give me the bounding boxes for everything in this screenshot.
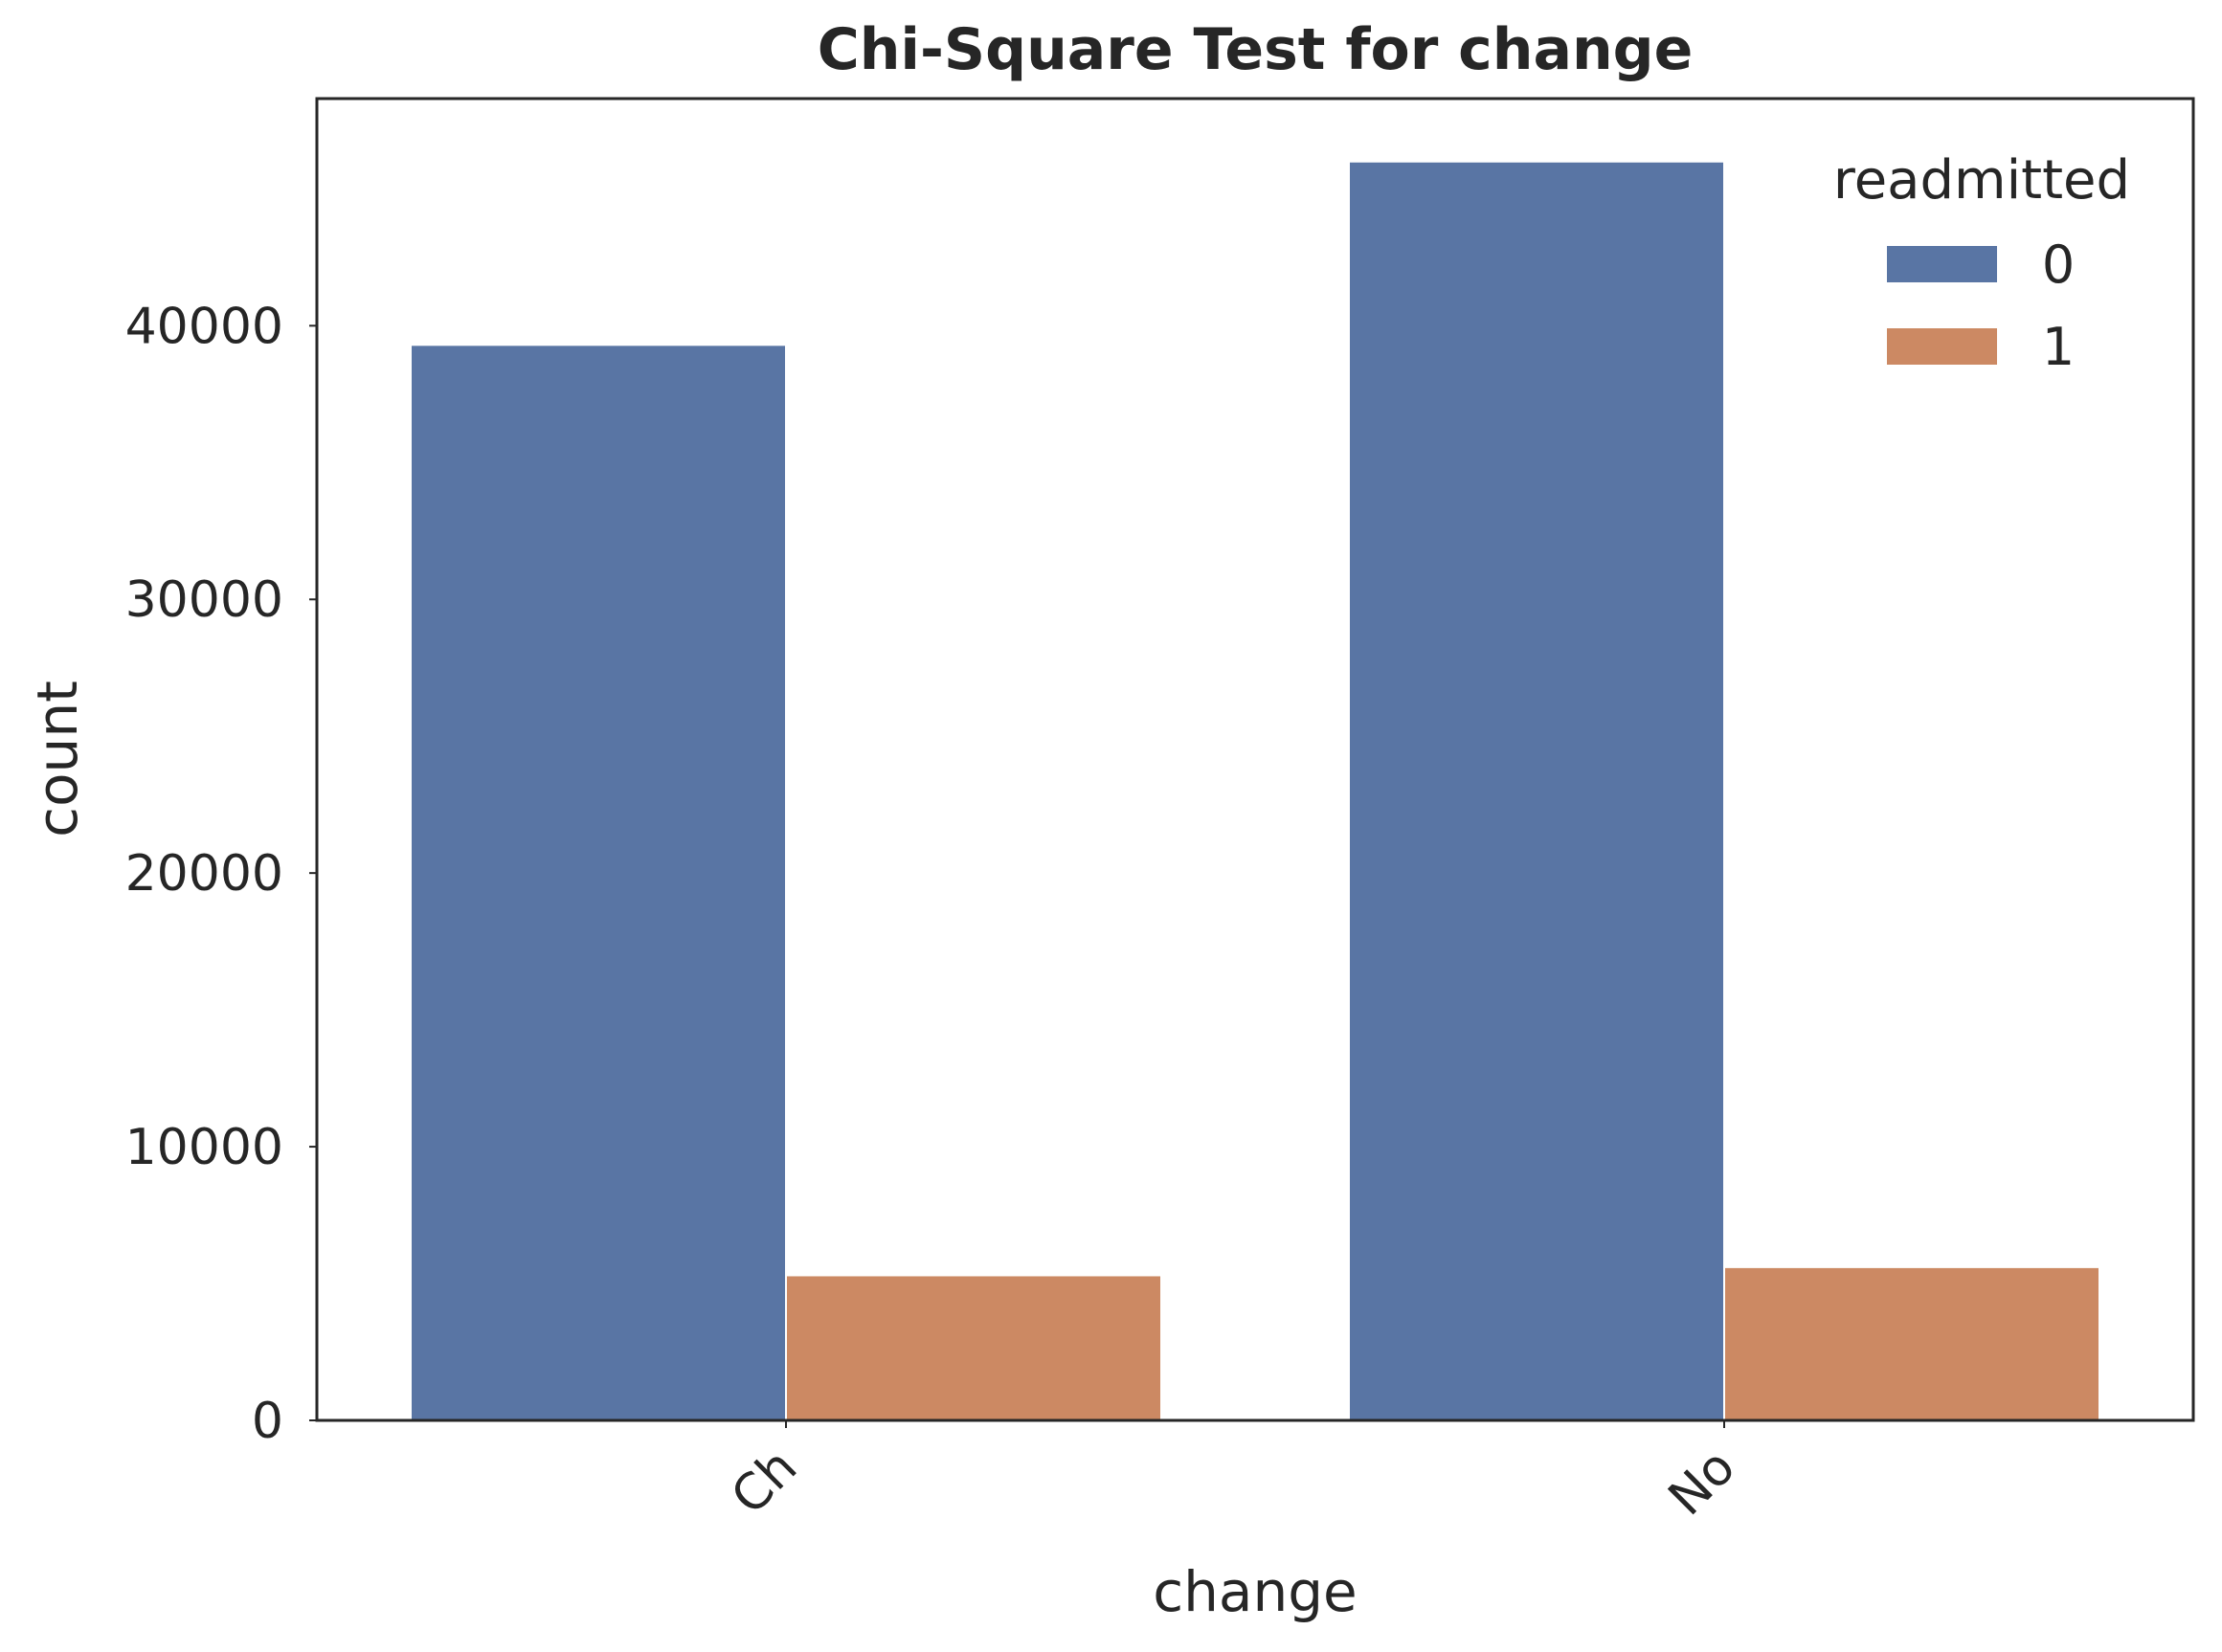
legend: readmitted 01 xyxy=(1833,149,2130,377)
legend-label: 1 xyxy=(2042,317,2075,377)
bar-no-series-0 xyxy=(1348,160,1725,1421)
bar-ch-series-1 xyxy=(785,1274,1162,1421)
bar-ch-series-0 xyxy=(410,344,787,1421)
bar-no-series-1 xyxy=(1723,1265,2100,1421)
chart-title: Chi-Square Test for change xyxy=(818,16,1694,83)
plot-frame xyxy=(315,97,2195,1422)
y-tick-label: 0 xyxy=(252,1393,283,1450)
y-tick-label: 40000 xyxy=(125,298,283,355)
legend-swatch xyxy=(1887,328,1997,365)
y-tick-label: 30000 xyxy=(125,571,283,629)
legend-title: readmitted xyxy=(1833,149,2130,212)
x-axis-label: change xyxy=(1153,1559,1357,1624)
legend-label: 0 xyxy=(2042,234,2075,295)
y-tick-label: 20000 xyxy=(125,845,283,903)
y-axis-label: count xyxy=(25,681,90,837)
y-tick-label: 10000 xyxy=(125,1119,283,1176)
bars-layer xyxy=(410,160,2100,1421)
legend-items: 01 xyxy=(1887,234,2075,377)
legend-swatch xyxy=(1887,246,1997,282)
y-axis-ticks: 0 10000 20000 30000 40000 xyxy=(125,298,317,1450)
